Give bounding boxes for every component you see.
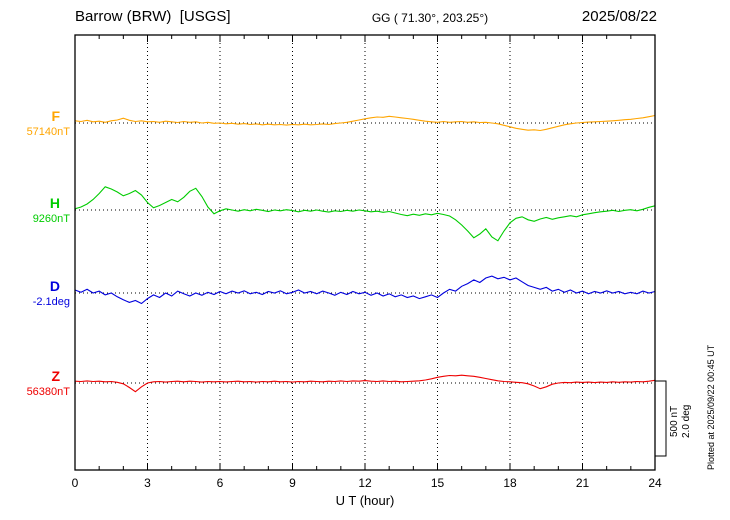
x-tick-label: 18 — [503, 476, 517, 490]
x-axis-label: U T (hour) — [335, 493, 395, 508]
x-tick-label: 3 — [144, 476, 151, 490]
series-label-F: F — [51, 108, 60, 124]
x-tick-label: 0 — [71, 476, 79, 490]
trace-F — [74, 114, 656, 132]
scale-bar-label-deg: 2.0 deg — [681, 404, 692, 438]
series-baseline-value-D: -2.1deg — [32, 296, 70, 308]
x-tick-label: 21 — [575, 476, 590, 490]
trace-Z — [74, 374, 656, 393]
plotted-timestamp: Plotted at 2025/09/22 00:45 UT — [706, 344, 716, 470]
x-tick-label: 12 — [358, 476, 372, 490]
plot-date: 2025/08/22 — [581, 8, 657, 25]
x-tick-label: 15 — [430, 476, 445, 490]
series-baseline-value-Z: 56380nT — [26, 386, 70, 398]
trace-H — [74, 186, 656, 242]
series-label-H: H — [49, 195, 60, 211]
series-baseline-value-H: 9260nT — [32, 213, 70, 225]
station-title: Barrow (BRW) [USGS] — [75, 8, 231, 25]
geographic-coordinates: GG ( 71.30°, 203.25°) — [371, 11, 489, 25]
plot-frame — [74, 34, 656, 471]
series-baseline-value-F: 57140nT — [26, 126, 70, 138]
trace-D — [74, 275, 656, 305]
x-tick-label: 6 — [216, 476, 224, 490]
series-label-D: D — [49, 278, 60, 294]
scale-bar-label-nt: 500 nT — [669, 405, 680, 437]
x-tick-label: 24 — [648, 476, 662, 490]
scale-bracket — [655, 380, 667, 457]
x-tick-label: 9 — [289, 476, 296, 490]
series-label-Z: Z — [51, 368, 60, 384]
